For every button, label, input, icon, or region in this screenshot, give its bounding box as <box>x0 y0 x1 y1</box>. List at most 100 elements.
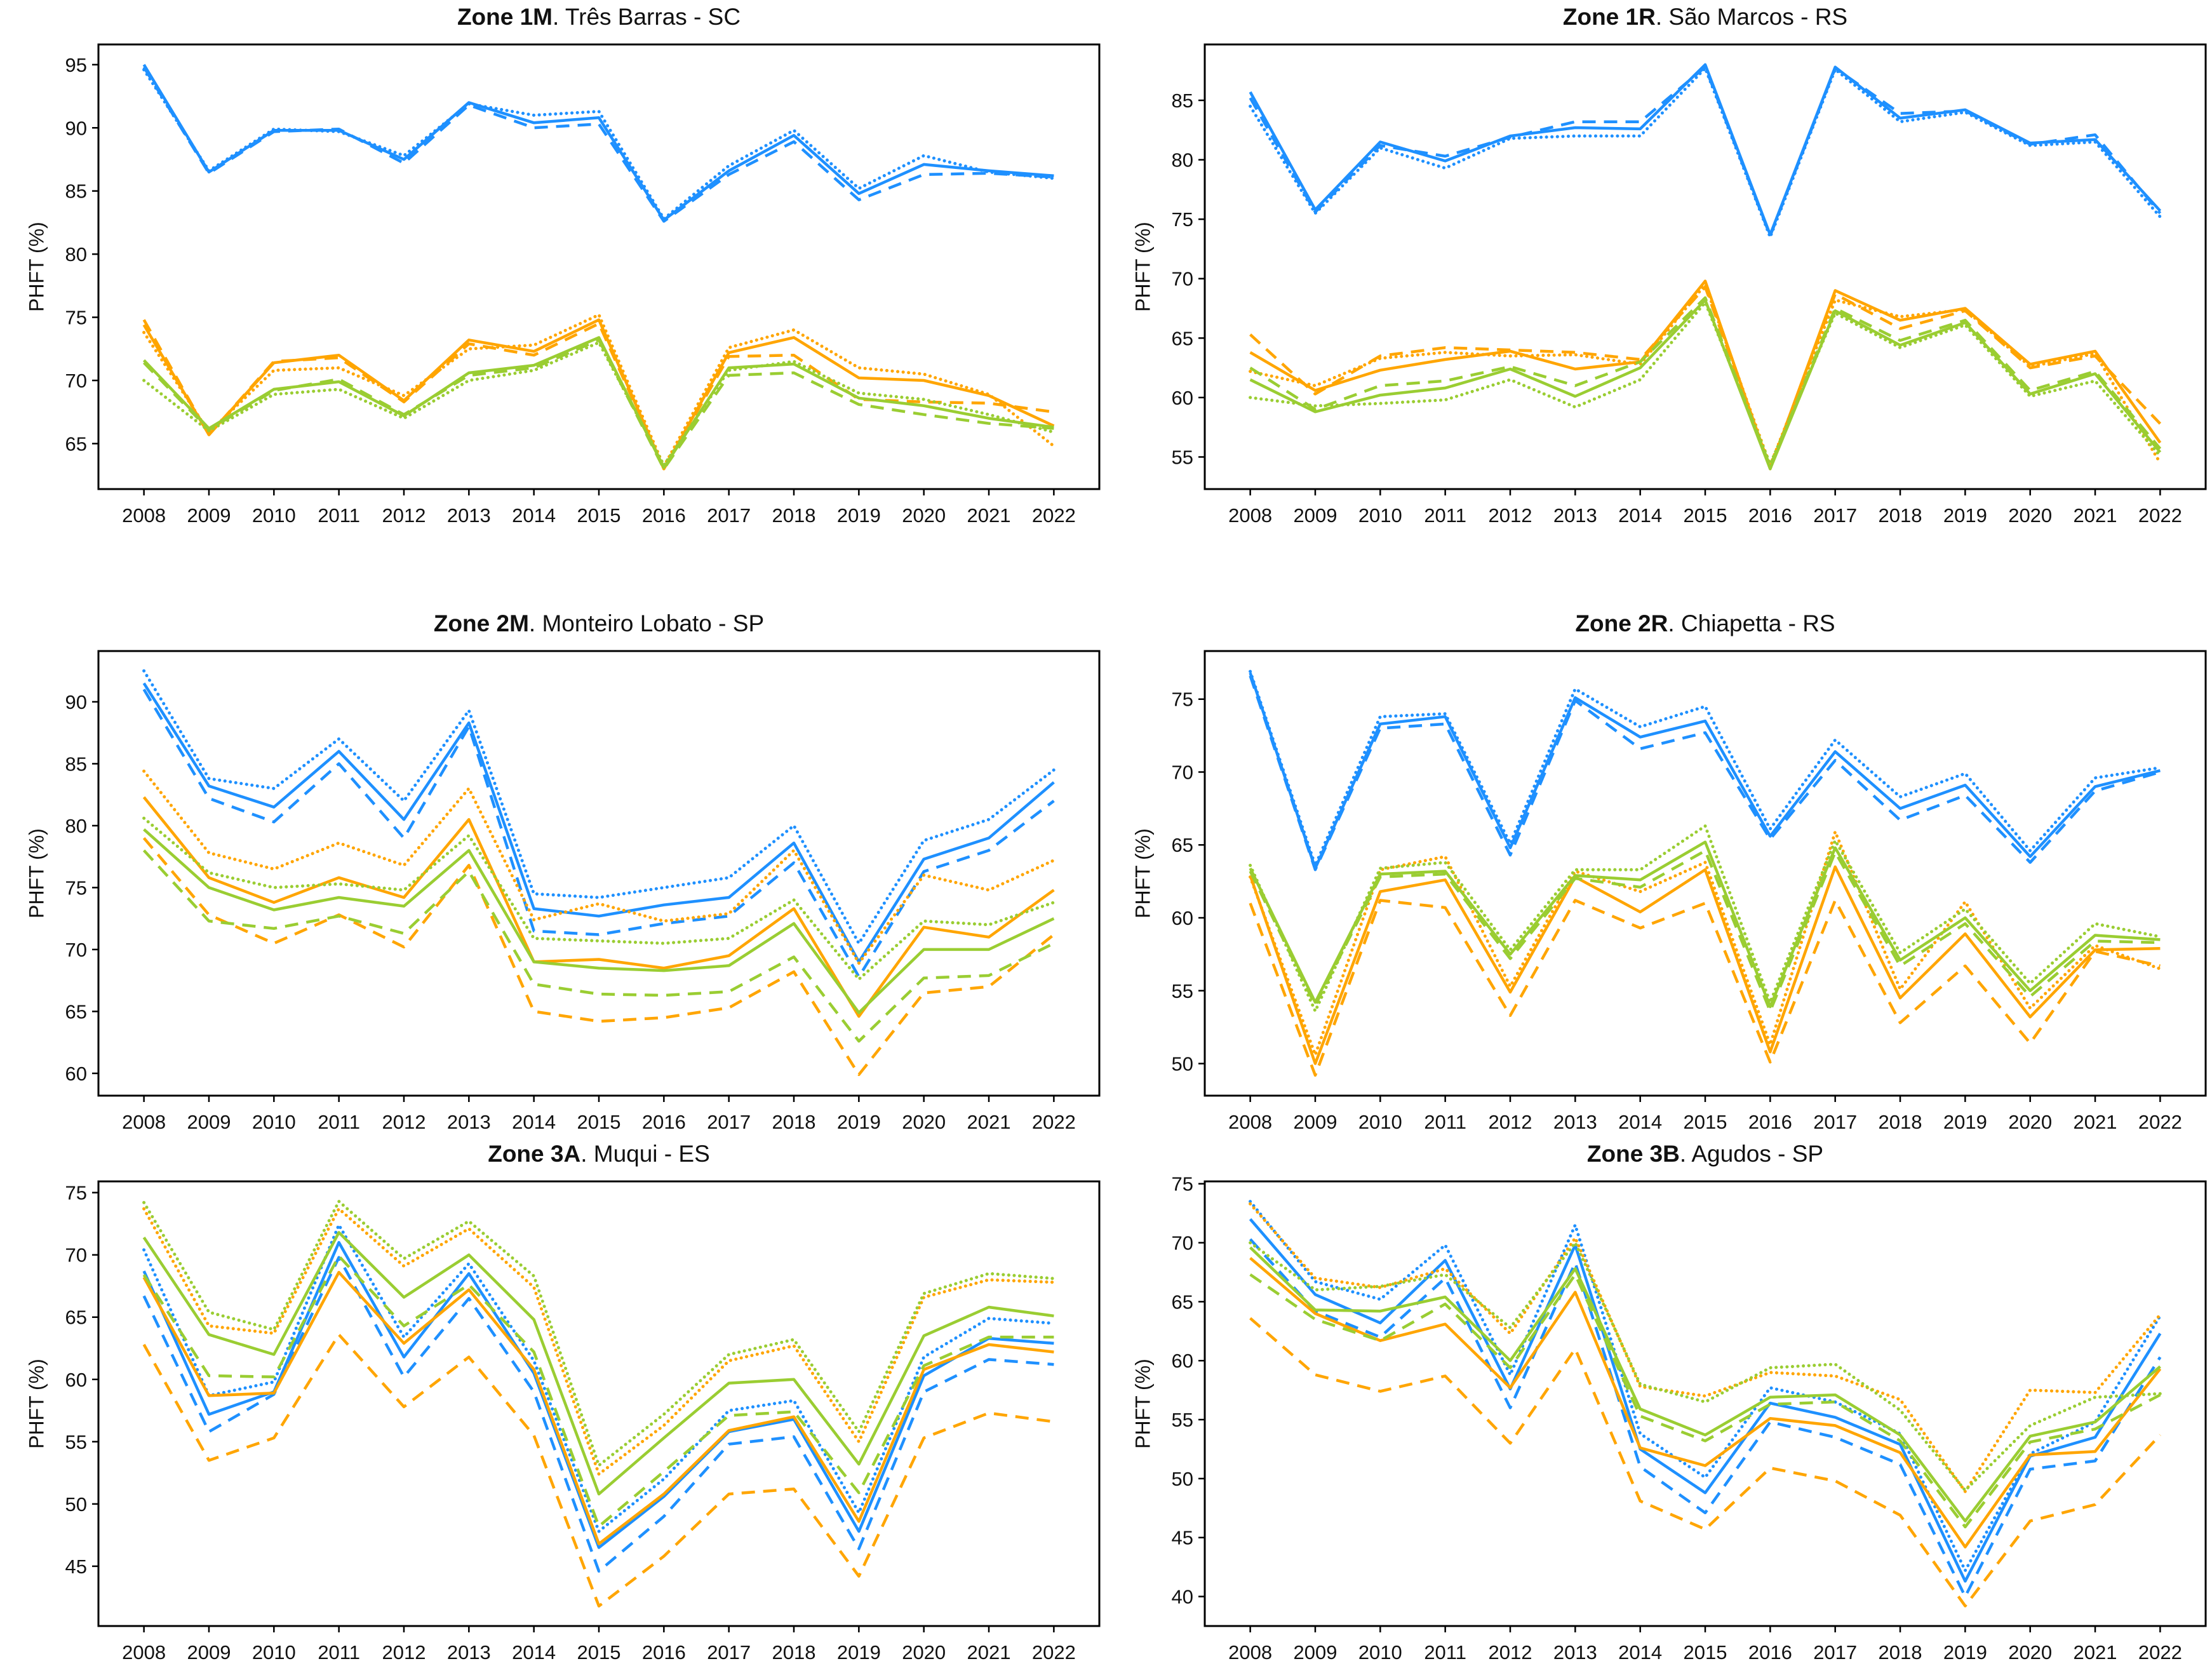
x-tick-label: 2008 <box>122 1641 166 1663</box>
x-tick-label: 2020 <box>902 504 946 527</box>
x-tick-label: 2013 <box>1553 504 1597 527</box>
x-tick-label: 2021 <box>2074 504 2117 527</box>
line-chart-zone-1r: 55 60 65 70 75 80 85 2008 2009 2010 2011 2012 2013 20… <box>1172 43 2207 527</box>
y-tick-label: 55 <box>1172 980 1193 1002</box>
x-tick-label: 2017 <box>1813 1111 1857 1133</box>
y-tick-label: 75 <box>65 877 87 899</box>
series-line-green-dotted <box>1249 1241 2162 1492</box>
y-tick-label: 80 <box>65 815 87 837</box>
series-line-orange-solid <box>1249 279 2162 471</box>
series-line-blue-dotted <box>1249 669 2162 867</box>
series-line-green-dotted <box>1249 300 2162 466</box>
y-tick-label: 65 <box>65 1307 87 1329</box>
x-tick-label: 2020 <box>902 1641 946 1663</box>
panel-zone-1m: Zone 1M. Três Barras - SC PHFT (%) 65 70 7… <box>0 0 1106 559</box>
x-tick-label: 2017 <box>1813 504 1857 527</box>
y-tick-label: 50 <box>1172 1053 1193 1075</box>
series-line-blue-solid <box>142 64 1054 222</box>
line-chart-zone-3a: 45 50 55 60 65 70 75 2008 2009 2010 2011 2012 2013 20… <box>65 1180 1101 1663</box>
series-line-green-solid <box>1249 299 2162 471</box>
x-tick-label: 2021 <box>2074 1111 2117 1133</box>
y-tick-label: 75 <box>1172 689 1193 711</box>
x-tick-label: 2016 <box>1748 1641 1792 1663</box>
chart-title-location: . São Marcos - RS <box>1655 4 1848 30</box>
chart-title-zone: Zone 3A <box>488 1141 581 1167</box>
series-line-orange-solid <box>1249 1256 2162 1549</box>
series-line-blue-solid <box>142 682 1055 964</box>
x-tick-label: 2014 <box>1618 1111 1662 1133</box>
y-tick-label: 75 <box>65 1182 87 1204</box>
chart-title: Zone 3A. Muqui - ES <box>98 1141 1099 1167</box>
x-tick-label: 2013 <box>1553 1641 1597 1663</box>
y-tick-label: 75 <box>1172 208 1193 231</box>
x-tick-label: 2018 <box>772 504 816 527</box>
x-tick-label: 2017 <box>1813 1641 1857 1663</box>
x-tick-label: 2013 <box>447 1111 491 1133</box>
x-tick-label: 2012 <box>1489 1111 1532 1133</box>
series-line-orange-solid <box>142 796 1055 1018</box>
y-tick-label: 55 <box>65 1431 87 1453</box>
x-tick-label: 2020 <box>2008 1111 2052 1133</box>
x-tick-label: 2011 <box>318 1641 360 1663</box>
chart-title-location: . Agudos - SP <box>1679 1141 1824 1167</box>
x-tick-label: 2011 <box>1424 1641 1466 1663</box>
x-tick-label: 2008 <box>122 504 166 527</box>
y-tick-label: 65 <box>65 1000 87 1023</box>
x-tick-label: 2009 <box>187 1111 231 1133</box>
chart-title: Zone 1M. Três Barras - SC <box>98 4 1099 30</box>
x-tick-label: 2022 <box>2138 504 2182 527</box>
series-line-blue-solid <box>1249 63 2162 236</box>
series-line-green-dotted <box>1249 824 2162 1013</box>
y-tick-label: 80 <box>65 243 87 265</box>
x-tick-label: 2008 <box>1228 504 1272 527</box>
chart-title: Zone 2R. Chiapetta - RS <box>1205 610 2206 637</box>
chart-title-zone: Zone 2R <box>1575 610 1668 636</box>
y-tick-label: 90 <box>65 117 87 139</box>
panel-zone-2m: Zone 2M. Monteiro Lobato - SP PHFT (%) 6… <box>0 607 1106 1166</box>
x-tick-label: 2009 <box>187 504 231 527</box>
series-line-green-solid <box>1249 840 2161 1009</box>
x-tick-label: 2014 <box>512 1111 556 1133</box>
y-tick-label: 80 <box>1172 149 1193 171</box>
x-tick-label: 2013 <box>1553 1111 1597 1133</box>
x-tick-label: 2016 <box>1748 1111 1792 1133</box>
y-tick-label: 65 <box>1172 327 1193 349</box>
series-line-orange-dashed <box>1249 899 2161 1077</box>
series-line-blue-dashed <box>142 1256 1054 1573</box>
x-tick-label: 2018 <box>772 1641 816 1663</box>
x-tick-label: 2022 <box>2138 1111 2182 1133</box>
series-line-green-dashed <box>142 849 1055 1043</box>
series-line-blue-dotted <box>142 68 1056 220</box>
x-tick-label: 2022 <box>1032 1641 1076 1663</box>
series-line-blue-dashed <box>1249 675 2161 871</box>
y-tick-label: 75 <box>65 307 87 329</box>
x-tick-label: 2019 <box>837 1111 881 1133</box>
x-tick-label: 2019 <box>1943 1641 1987 1663</box>
y-tick-label: 50 <box>65 1493 87 1515</box>
series-line-green-solid <box>143 828 1055 1014</box>
chart-title-zone: Zone 1M <box>457 4 553 30</box>
series-line-blue-dotted <box>1249 66 2162 239</box>
plot-border <box>1203 43 2207 490</box>
x-tick-label: 2018 <box>1879 504 1922 527</box>
x-tick-label: 2018 <box>1879 1111 1922 1133</box>
panel-zone-2r: Zone 2R. Chiapetta - RS PHFT (%) 50 55 60 6… <box>1106 607 2212 1166</box>
y-tick-label: 85 <box>65 753 87 775</box>
series-line-green-solid <box>142 336 1054 469</box>
x-tick-label: 2022 <box>1032 1111 1076 1133</box>
x-tick-label: 2012 <box>1489 1641 1532 1663</box>
series-line-blue-dotted <box>142 1223 1056 1533</box>
plot-border <box>97 1180 1101 1627</box>
series-line-orange-dotted <box>1249 830 2162 1057</box>
chart-title-location: . Chiapetta - RS <box>1668 610 1835 636</box>
y-tick-label: 45 <box>65 1556 87 1578</box>
x-tick-label: 2011 <box>318 504 360 527</box>
x-tick-label: 2020 <box>902 1111 946 1133</box>
x-tick-label: 2015 <box>1684 1641 1727 1663</box>
x-tick-label: 2019 <box>1943 504 1987 527</box>
x-tick-label: 2015 <box>577 1641 621 1663</box>
x-tick-label: 2012 <box>1489 504 1532 527</box>
x-tick-label: 2017 <box>707 1111 751 1133</box>
panel-zone-3a: Zone 3A. Muqui - ES PHFT (%) 45 50 55 60 65 7… <box>0 1137 1106 1680</box>
